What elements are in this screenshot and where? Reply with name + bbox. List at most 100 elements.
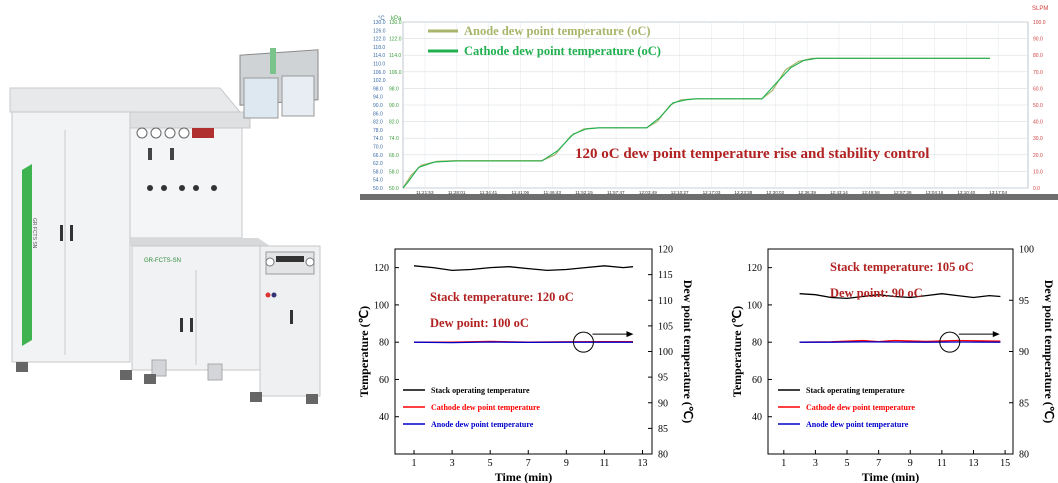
x-tick-label: 11:21:53 xyxy=(416,190,434,195)
y-axis-label: Temperature (℃) xyxy=(730,306,744,397)
side-brand-label: GR FCTS SN xyxy=(31,218,37,249)
x-tick-label: 11:46:43 xyxy=(543,190,561,195)
x-axis-ticks: 1 3 5 7 9 11 13 15 xyxy=(781,450,1010,469)
x-tick-label: 12:36:39 xyxy=(798,190,816,195)
left-tick-label: 126.0 xyxy=(373,28,386,34)
arrow-head xyxy=(992,331,1000,338)
y2-axis-label: Dew point temperature (℃) xyxy=(681,280,695,424)
left-tick-label: 66.0 xyxy=(373,153,383,159)
y2-tick-label: 95 xyxy=(658,373,668,384)
gridlines xyxy=(403,21,1028,189)
y2-tick-label: 115 xyxy=(658,270,673,281)
y-tick-label: 40 xyxy=(752,412,762,423)
legend-label: Anode dew point temperature xyxy=(431,420,534,429)
x-tick-label: 12:43:14 xyxy=(830,190,848,195)
x-tick-label: 11:28:01 xyxy=(448,190,466,195)
left-tick-label: 98.0 xyxy=(373,86,383,92)
left-tick-label: 58.0 xyxy=(373,169,383,175)
x-tick-label: 11:41:06 xyxy=(512,190,530,195)
series-lines xyxy=(402,57,990,189)
x-tick-label: 5 xyxy=(845,458,850,469)
x-tick-label: 9 xyxy=(564,458,569,469)
legend-anode: Anode dew point temperature (oC) xyxy=(464,24,651,38)
left-tick-label: 130.0 xyxy=(373,20,386,26)
left-tick-label: 94.0 xyxy=(373,95,383,101)
series-line-0 xyxy=(413,265,634,272)
highlight-circle xyxy=(939,331,961,353)
left-tick2-label: 114.0 xyxy=(389,53,401,59)
right-tick-label: 50.0 xyxy=(1033,103,1043,109)
left-tick-label: 90.0 xyxy=(373,103,383,109)
right-tick-label: 90.0 xyxy=(1033,37,1043,43)
y-tick-label: 60 xyxy=(379,375,389,386)
left-tick-label: 62.0 xyxy=(373,161,383,167)
y2-tick-label: 95 xyxy=(1019,296,1029,307)
left-tick2-label: 74.0 xyxy=(389,136,399,142)
timeline-scrollbar[interactable] xyxy=(360,194,1058,200)
x-tick-label: 13:17:04 xyxy=(989,190,1007,195)
left-tick-label: 70.0 xyxy=(373,145,383,151)
right-tick-label: 0.0 xyxy=(1033,186,1040,192)
annotation-text: Stack temperature: 105 oC xyxy=(830,260,974,274)
series-line-0 xyxy=(799,293,1001,300)
x-tick-label: 13 xyxy=(968,458,978,469)
series-line-2 xyxy=(413,341,633,344)
left-tick2-label: 58.0 xyxy=(389,169,399,175)
x-tick-label: 11:57:47 xyxy=(607,190,625,195)
right-axis-ticks: 80 85 90 95 100 105 110 115 120 xyxy=(648,245,673,461)
y2-tick-label: 80 xyxy=(1019,450,1029,461)
left-tick2-label: 50.0 xyxy=(389,186,399,192)
left-tick-label: 50.0 xyxy=(373,186,383,192)
left-tick-label: 74.0 xyxy=(373,136,383,142)
legend-label: Stack operating temperature xyxy=(431,386,530,395)
left-tick2-label: 82.0 xyxy=(389,120,399,126)
y-tick-label: 40 xyxy=(379,412,389,423)
annotations: Stack temperature: 105 oC Dew point: 90 o… xyxy=(830,260,974,300)
x-tick-label: 12:57:36 xyxy=(894,190,912,195)
y2-tick-label: 85 xyxy=(658,424,668,435)
x-tick-label: 7 xyxy=(876,458,881,469)
left-tick2-label: 130.0 xyxy=(389,20,402,26)
front-brand-label: GR-FCTS-SN xyxy=(144,258,181,264)
x-tick-label: 11:34:41 xyxy=(480,190,498,195)
annotation-text: Dew point: 100 oC xyxy=(430,316,529,330)
left-tick2-label: 98.0 xyxy=(389,86,399,92)
y-tick-label: 60 xyxy=(752,375,762,386)
left-tick-label: 54.0 xyxy=(373,178,383,184)
x-tick-label: 12:10:27 xyxy=(671,190,689,195)
annotation-text: Stack temperature: 120 oC xyxy=(430,290,574,304)
left-tick-label: 86.0 xyxy=(373,111,383,117)
left-axis-ticks-kpa: 50.0 58.0 66.0 74.0 82.0 90.0 98.0 106.0 114.0 12… xyxy=(389,20,402,192)
left-tick-label: 114.0 xyxy=(373,53,385,59)
y-tick-label: 100 xyxy=(747,300,762,311)
left-tick-label: 118.0 xyxy=(373,45,385,51)
y2-tick-label: 105 xyxy=(658,321,673,332)
valve-row xyxy=(147,185,217,191)
x-tick-label: 13:10:40 xyxy=(957,190,975,195)
x-tick-label: 12:23:38 xyxy=(734,190,752,195)
left-tick2-label: 66.0 xyxy=(389,153,399,159)
x-axis-label: Time (min) xyxy=(862,470,919,483)
legend-label: Stack operating temperature xyxy=(806,386,905,395)
left-axis-ticks: 40 60 80 100 120 xyxy=(374,263,399,423)
y2-tick-label: 90 xyxy=(1019,347,1029,358)
x-tick-label: 1 xyxy=(781,458,786,469)
left-axis-ticks: 40 60 80 100 120 xyxy=(747,263,772,423)
legend-label: Cathode dew point temperature xyxy=(431,403,540,412)
test-station-illustration: GR FCTS SN GR-FCTS-SN xyxy=(9,48,321,404)
right-axis-unit-slpm: SLPM xyxy=(1032,6,1048,12)
right-tick-label: 70.0 xyxy=(1033,70,1043,76)
series-lines xyxy=(799,293,1001,343)
y2-tick-label: 90 xyxy=(658,398,668,409)
y-tick-label: 100 xyxy=(374,300,389,311)
y2-tick-label: 110 xyxy=(658,296,673,307)
left-axis-unit-kpa: kPa xyxy=(391,16,402,22)
right-tick-label: 10.0 xyxy=(1033,169,1043,175)
x-tick-label: 13:04:16 xyxy=(925,190,943,195)
annotation-text: Dew point: 90 oC xyxy=(830,286,923,300)
chart-title: 120 oC dew point temperature rise and st… xyxy=(575,146,929,162)
x-tick-label: 9 xyxy=(908,458,913,469)
left-tick2-label: 122.0 xyxy=(389,37,402,43)
legend-cathode: Cathode dew point temperature (oC) xyxy=(464,44,661,58)
right-axis-ticks: 0.0 10.0 20.0 30.0 40.0 50.0 60.0 70.0 80.0 90.0 1… xyxy=(1033,20,1046,192)
